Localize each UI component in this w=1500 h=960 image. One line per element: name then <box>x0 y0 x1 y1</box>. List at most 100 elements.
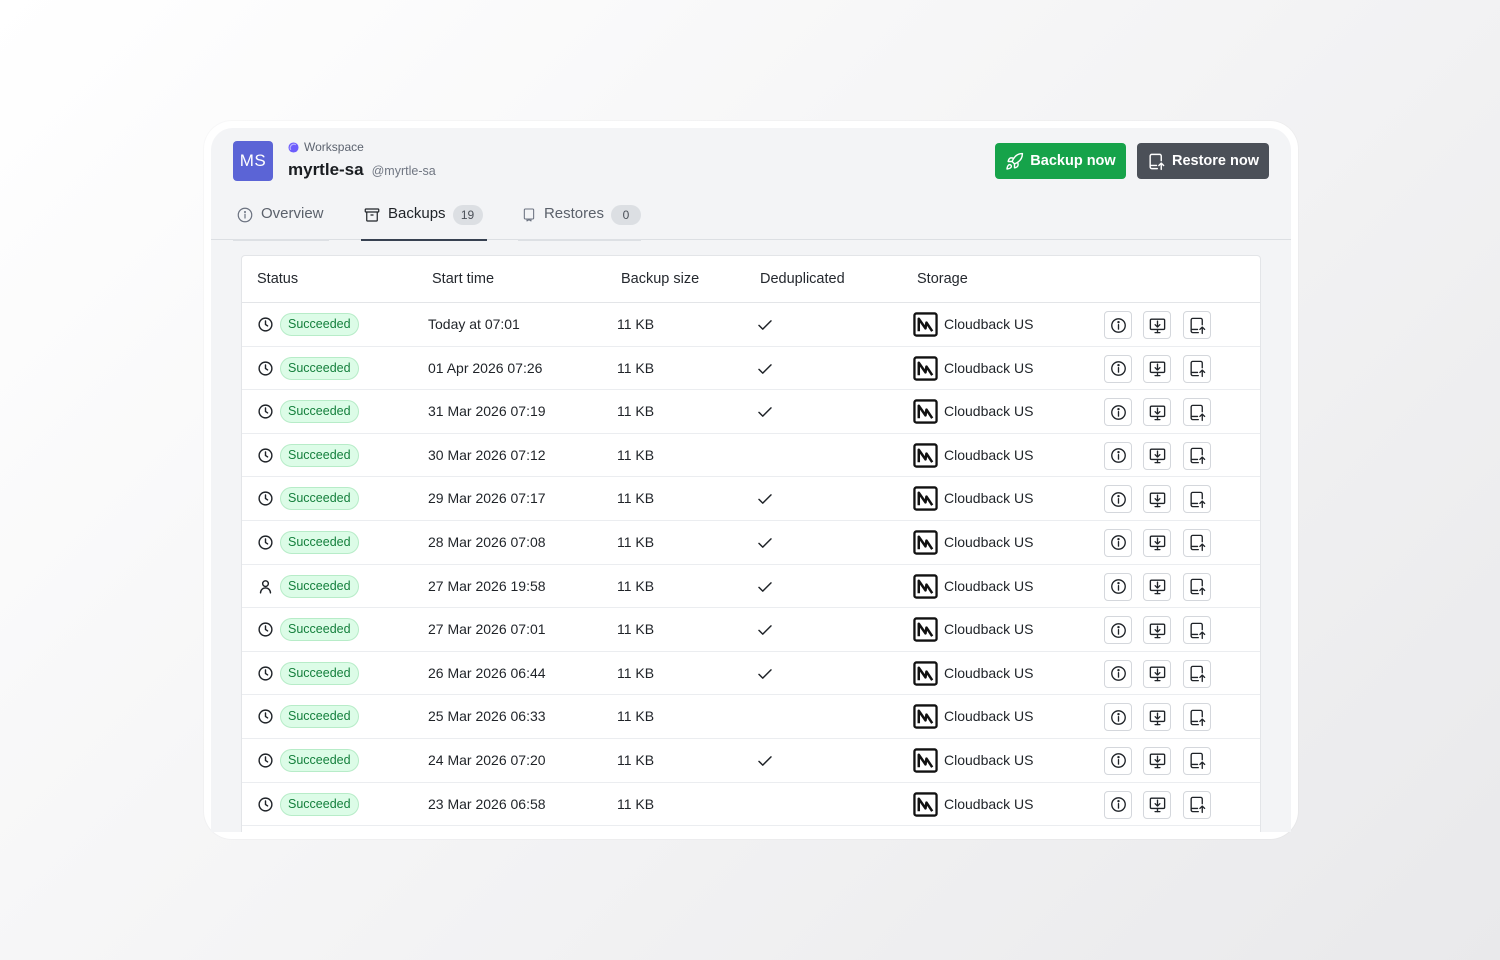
details-button[interactable] <box>1104 528 1132 557</box>
download-button[interactable] <box>1143 398 1171 427</box>
details-button[interactable] <box>1104 659 1132 688</box>
details-button[interactable] <box>1104 441 1132 470</box>
info-icon <box>1109 621 1128 640</box>
download-button[interactable] <box>1143 746 1171 775</box>
download-button[interactable] <box>1143 659 1171 688</box>
cloudback-logo-icon <box>913 399 938 424</box>
restore-button[interactable] <box>1183 703 1211 732</box>
restore-icon <box>1188 795 1207 814</box>
restore-button[interactable] <box>1183 659 1211 688</box>
download-button[interactable] <box>1143 528 1171 557</box>
backup-size-cell: 11 KB <box>617 403 655 420</box>
clock-icon <box>257 447 274 464</box>
download-icon <box>1148 533 1167 552</box>
restore-icon <box>1188 621 1207 640</box>
clock-icon <box>257 360 274 377</box>
details-button[interactable] <box>1104 398 1132 427</box>
storage-cell: Cloudback US <box>944 577 1034 594</box>
workspace-label-text: Workspace <box>304 140 364 154</box>
restore-button[interactable] <box>1183 528 1211 557</box>
storage-cell: Cloudback US <box>944 621 1034 638</box>
storage-cell: Cloudback US <box>944 359 1034 376</box>
restore-button[interactable] <box>1183 746 1211 775</box>
download-icon <box>1148 751 1167 770</box>
download-button[interactable] <box>1143 311 1171 339</box>
restore-now-button[interactable]: Restore now <box>1137 143 1269 179</box>
tab-overview[interactable]: Overview <box>233 198 329 241</box>
restore-button[interactable] <box>1183 311 1211 339</box>
backup-now-button[interactable]: Backup now <box>995 143 1126 179</box>
restore-button[interactable] <box>1183 398 1211 427</box>
table-row: Succeeded 27 Mar 2026 07:01 11 KB Cloudback… <box>242 608 1260 652</box>
cloudback-logo-icon <box>913 530 938 555</box>
storage-cell: Cloudback US <box>944 490 1034 507</box>
storage-cell: Cloudback US <box>944 533 1034 550</box>
restore-button[interactable] <box>1183 485 1211 514</box>
storage-cell: Cloudback US <box>944 664 1034 681</box>
restore-button[interactable] <box>1183 572 1211 601</box>
download-button[interactable] <box>1143 572 1171 601</box>
download-icon <box>1148 403 1167 422</box>
restore-button[interactable] <box>1183 790 1211 819</box>
download-button[interactable] <box>1143 354 1171 383</box>
clock-icon <box>257 534 274 551</box>
status-badge: Succeeded <box>280 443 359 467</box>
check-icon <box>756 490 774 508</box>
clock-icon <box>257 665 274 682</box>
start-time-cell: 31 Mar 2026 07:19 <box>428 403 546 420</box>
start-time-cell: 26 Mar 2026 06:44 <box>428 664 546 681</box>
details-button[interactable] <box>1104 311 1132 339</box>
table-row: Succeeded 24 Mar 2026 07:20 11 KB Cloudback… <box>242 739 1260 783</box>
details-button[interactable] <box>1104 746 1132 775</box>
workspace-handle: @myrtle-sa <box>371 164 436 178</box>
restore-button[interactable] <box>1183 616 1211 645</box>
status-badge: Succeeded <box>280 792 359 816</box>
column-header-backup-size: Backup size <box>621 271 700 287</box>
tab-backups-underline <box>361 239 487 241</box>
table-row: Succeeded 25 Mar 2026 06:33 11 KB Cloudback… <box>242 695 1260 739</box>
start-time-cell: 25 Mar 2026 06:33 <box>428 708 546 725</box>
backups-table: Status Start time Backup size Deduplicat… <box>241 255 1261 832</box>
clock-icon <box>257 403 274 420</box>
tab-restores[interactable]: Restores 0 <box>518 198 641 241</box>
info-icon <box>1109 490 1128 509</box>
check-icon <box>756 316 774 334</box>
clock-icon <box>257 316 274 333</box>
info-icon <box>1109 446 1128 465</box>
info-icon <box>1109 751 1128 770</box>
details-button[interactable] <box>1104 703 1132 732</box>
check-icon <box>756 665 774 683</box>
start-time-cell: 28 Mar 2026 07:08 <box>428 533 546 550</box>
restore-button[interactable] <box>1183 441 1211 470</box>
download-icon <box>1148 446 1167 465</box>
backup-size-cell: 11 KB <box>617 316 655 332</box>
restore-tab-icon <box>523 208 535 222</box>
cloudback-logo-icon <box>913 791 938 817</box>
table-row: Succeeded Today at 07:01 11 KB Cloudback US <box>242 303 1260 347</box>
details-button[interactable] <box>1104 572 1132 601</box>
restore-icon <box>1188 533 1207 552</box>
backup-size-cell: 11 KB <box>617 708 655 725</box>
table-row: Succeeded 01 Apr 2026 07:26 11 KB Cloudback… <box>242 347 1260 391</box>
restore-icon <box>1188 446 1207 465</box>
details-button[interactable] <box>1104 790 1132 819</box>
details-button[interactable] <box>1104 354 1132 383</box>
download-button[interactable] <box>1143 703 1171 732</box>
status-badge: Succeeded <box>280 705 359 729</box>
restore-button[interactable] <box>1183 354 1211 383</box>
download-icon <box>1148 577 1167 596</box>
start-time-cell: 01 Apr 2026 07:26 <box>428 359 543 376</box>
tab-restores-label: Restores <box>543 205 604 222</box>
download-button[interactable] <box>1143 441 1171 470</box>
start-time-cell: 30 Mar 2026 07:12 <box>428 446 546 463</box>
storage-cell: Cloudback US <box>944 403 1034 420</box>
info-circle-icon <box>237 207 253 223</box>
details-button[interactable] <box>1104 485 1132 514</box>
workspace-icon <box>288 141 299 153</box>
table-body: Succeeded Today at 07:01 11 KB Cloudback US… <box>242 303 1260 827</box>
download-button[interactable] <box>1143 616 1171 645</box>
tab-backups[interactable]: Backups 19 <box>361 198 487 241</box>
download-button[interactable] <box>1143 790 1171 819</box>
download-button[interactable] <box>1143 485 1171 514</box>
details-button[interactable] <box>1104 616 1132 645</box>
